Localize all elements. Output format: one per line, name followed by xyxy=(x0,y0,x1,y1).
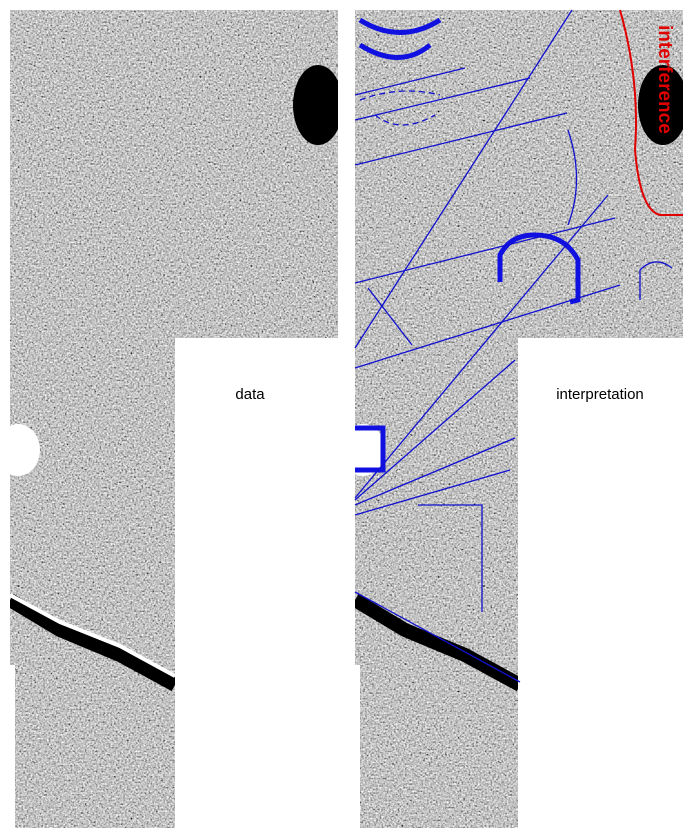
interference-label: interference xyxy=(654,25,675,134)
panel-label: interpretation xyxy=(556,386,644,403)
data-survey xyxy=(0,0,345,828)
figure: data interpretation interference xyxy=(0,0,688,828)
panel-label: data xyxy=(235,386,265,403)
